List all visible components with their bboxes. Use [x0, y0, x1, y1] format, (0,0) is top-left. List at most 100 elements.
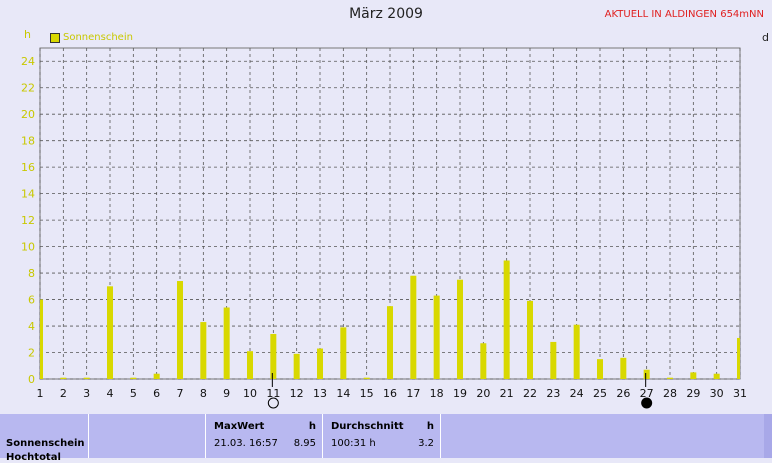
- bar: [433, 295, 440, 379]
- bar: [410, 275, 417, 379]
- x-tick-label: 29: [686, 387, 700, 400]
- bar: [713, 373, 720, 379]
- x-tick-label: 19: [453, 387, 467, 400]
- y-tick-label: 12: [21, 214, 35, 227]
- moon-markers: [267, 373, 653, 409]
- new-moon-icon: [641, 397, 653, 409]
- y-tick-label: 24: [21, 55, 35, 68]
- x-tick-label: 23: [546, 387, 560, 400]
- y-axis-unit: h: [24, 28, 31, 41]
- x-tick-label: 18: [430, 387, 444, 400]
- y-tick-label: 0: [28, 373, 35, 386]
- empty-cell: [88, 414, 205, 458]
- bar: [83, 377, 90, 379]
- x-tick-label: 9: [223, 387, 230, 400]
- station-label[interactable]: AKTUELL IN ALDINGEN 654mNN: [604, 9, 764, 20]
- bar: [527, 300, 533, 379]
- bar: [573, 324, 580, 379]
- bar: [480, 343, 487, 379]
- bar: [40, 299, 43, 379]
- chart-bars: [40, 260, 740, 379]
- x-tick-label: 16: [383, 387, 397, 400]
- x-tick-label: 21: [500, 387, 514, 400]
- legend-label: Sonnenschein: [63, 32, 133, 43]
- bar: [270, 333, 277, 379]
- x-tick-label: 17: [406, 387, 420, 400]
- x-tick-label: 24: [570, 387, 584, 400]
- max-date: 21.03. 16:57: [214, 438, 278, 449]
- bar: [667, 377, 673, 379]
- bar: [690, 372, 697, 379]
- right-axis-unit: d: [762, 31, 769, 44]
- x-tick-label: 26: [616, 387, 630, 400]
- max-header: MaxWert: [214, 421, 265, 432]
- row-label-cell: Sonnenschein Hochtotal: [0, 414, 88, 463]
- bar: [737, 337, 740, 379]
- bar: [340, 327, 347, 379]
- x-tick-label: 28: [663, 387, 677, 400]
- y-tick-label: 22: [21, 82, 35, 95]
- x-tick-label: 2: [60, 387, 67, 400]
- chart-legend: Sonnenschein: [50, 32, 133, 43]
- filler-cell: [440, 414, 764, 458]
- bar: [153, 373, 160, 379]
- bar: [223, 307, 230, 379]
- bar: [200, 322, 207, 379]
- y-tick-label: 8: [28, 267, 35, 280]
- y-tick-label: 4: [28, 320, 35, 333]
- full-moon-icon: [267, 397, 279, 409]
- x-tick-label: 27: [640, 387, 654, 400]
- x-tick-label: 12: [290, 387, 304, 400]
- bar: [597, 359, 603, 379]
- x-tick-label: 5: [130, 387, 137, 400]
- bar: [387, 306, 393, 379]
- bar: [317, 348, 323, 379]
- bar: [503, 260, 510, 379]
- x-tick-label: 15: [360, 387, 374, 400]
- bar: [293, 353, 300, 379]
- y-tick-label: 14: [21, 188, 35, 201]
- max-value: 8.95: [293, 438, 316, 449]
- avg-value: 3.2: [418, 438, 434, 449]
- max-unit: h: [308, 421, 316, 432]
- x-tick-label: 14: [336, 387, 350, 400]
- bar: [60, 377, 67, 379]
- x-tick-label: 3: [83, 387, 90, 400]
- avg-unit: h: [426, 421, 434, 432]
- summary-table: Sonnenschein Hochtotal MaxWert h 21.03. …: [0, 414, 772, 463]
- x-tick-label: 25: [593, 387, 607, 400]
- x-tick-label: 6: [153, 387, 160, 400]
- x-tick-label: 31: [733, 387, 747, 400]
- x-tick-label: 20: [476, 387, 490, 400]
- avg-cell: Durchschnitt h 100:31 h 3.2: [322, 414, 440, 458]
- avg-total: 100:31 h: [331, 438, 376, 449]
- y-tick-label: 18: [21, 135, 35, 148]
- max-cell: MaxWert h 21.03. 16:57 8.95: [205, 414, 322, 458]
- chart-title: März 2009: [349, 6, 423, 22]
- x-tick-label: 1: [37, 387, 44, 400]
- y-tick-label: 16: [21, 161, 35, 174]
- x-tick-label: 10: [243, 387, 257, 400]
- bar: [363, 377, 370, 379]
- y-tick-label: 20: [21, 108, 35, 121]
- x-tick-label: 30: [710, 387, 724, 400]
- chart-grid: [39, 47, 741, 380]
- x-tick-label: 7: [177, 387, 184, 400]
- bar: [107, 286, 113, 379]
- bar: [550, 341, 557, 379]
- y-tick-label: 10: [21, 241, 35, 254]
- bar: [620, 357, 627, 379]
- bar: [177, 281, 183, 379]
- row-label: Sonnenschein: [6, 438, 85, 449]
- legend-swatch: [50, 32, 60, 43]
- x-tick-label: 4: [107, 387, 114, 400]
- x-axis-ticks: 1 2 3 4 5 6 7 8 9 10 11 12 13 14 15 16 17 18 19 20 21 22 23 24 2…: [37, 387, 748, 400]
- avg-header: Durchschnitt: [331, 421, 404, 432]
- bar: [130, 377, 137, 379]
- x-tick-label: 8: [200, 387, 207, 400]
- y-tick-label: 6: [28, 294, 35, 307]
- bar: [457, 279, 463, 379]
- x-tick-label: 13: [313, 387, 327, 400]
- bar: [643, 369, 650, 379]
